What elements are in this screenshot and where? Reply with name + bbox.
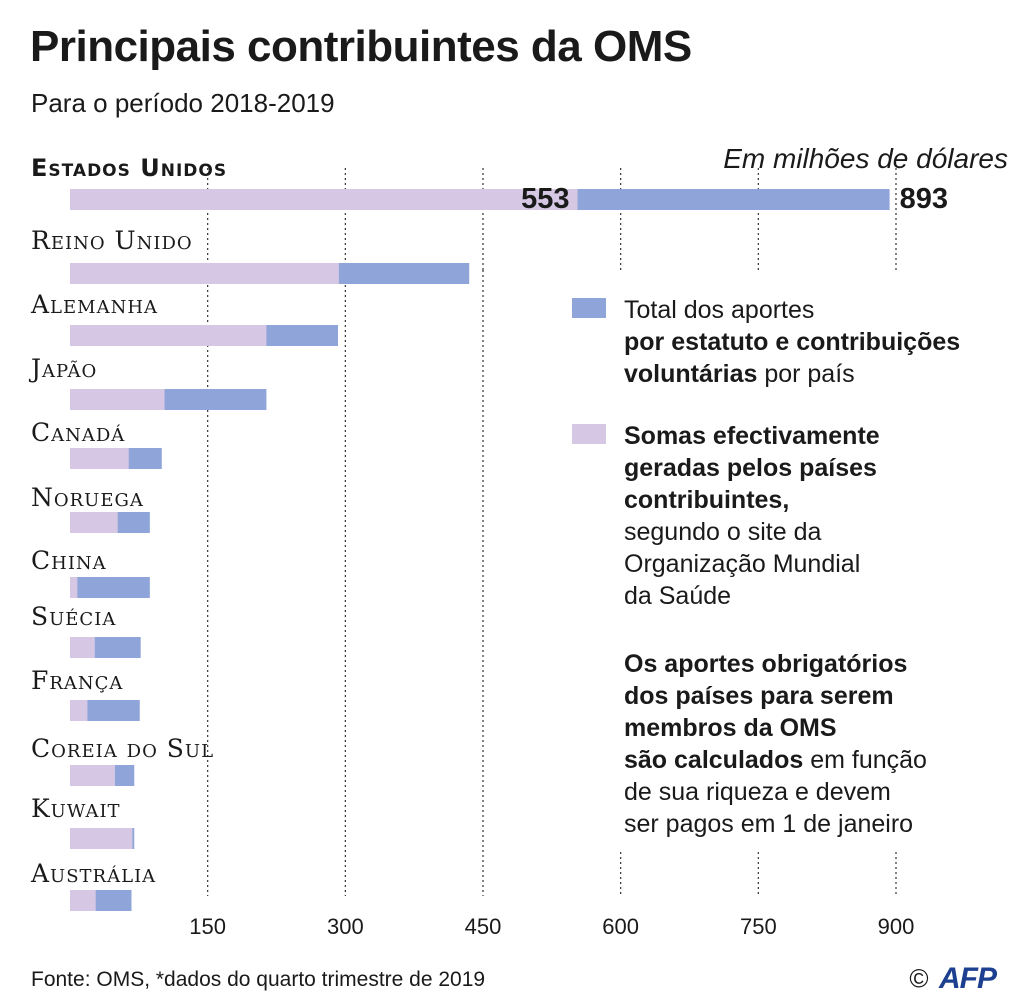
x-tick-label: 600 [602, 914, 639, 939]
unit-label: Em milhões de dólares [723, 143, 1008, 174]
credit: © AFP [909, 962, 997, 996]
x-tick-label: 150 [189, 914, 226, 939]
legend-effective-line1: Somas efectivamente [624, 422, 880, 450]
x-tick-label: 300 [327, 914, 364, 939]
note-line1: Os aportes obrigatórios [624, 650, 908, 678]
x-tick-label: 900 [878, 914, 915, 939]
bar-effective [70, 637, 95, 658]
value-label-effective: 553 [521, 183, 569, 215]
bars [70, 189, 890, 911]
category-label: Alemanha [30, 290, 158, 319]
x-axis-ticks: 150 300 450 600 750 900 [189, 914, 914, 939]
note-line4-bold: são calculados [624, 746, 804, 774]
legend-swatch-effective [572, 424, 606, 444]
chart-title: Principais contribuintes da OMS [30, 22, 692, 71]
legend-total-line3: voluntárias por país [624, 358, 1012, 390]
legend-effective-line5: Organização Mundial [624, 550, 861, 578]
note-line3: membros da OMS [624, 714, 837, 742]
grid-lines [207, 168, 897, 896]
note-line5: de sua riqueza e devem [624, 778, 891, 806]
value-labels: 553 893 [521, 183, 948, 215]
x-tick-label: 750 [740, 914, 777, 939]
category-label: Canadá [31, 418, 125, 447]
bar-effective [70, 765, 115, 786]
category-label: Austrália [30, 859, 156, 888]
legend-total-line1: Total dos aportes [624, 296, 815, 324]
category-label: Reino Unido [31, 226, 193, 255]
bar-effective [70, 189, 578, 210]
legend-effective-line6: da Saúde [624, 582, 732, 610]
legend-item-effective: Somas efectivamente geradas pelos países… [572, 420, 1012, 612]
note-line6: ser pagos em 1 de janeiro [624, 810, 914, 838]
legend-item-total: Total dos aportes por estatuto e contrib… [572, 294, 1012, 390]
category-label: Japão [28, 354, 97, 383]
bar-effective [70, 325, 267, 346]
note-line4: são calculados em função [624, 744, 1014, 776]
note-line2: dos países para serem [624, 682, 894, 710]
x-tick-label: 450 [465, 914, 502, 939]
note-line4-rest: em função [803, 746, 927, 774]
legend-effective-line2: geradas pelos países [624, 454, 877, 482]
category-label: Suécia [31, 602, 116, 631]
category-label: Kuwait [31, 794, 121, 823]
bar-effective [70, 512, 118, 533]
legend-effective-line3: contribuintes, [624, 486, 790, 514]
bar-effective [70, 828, 133, 849]
source-note: Fonte: OMS, *dados do quarto trimestre d… [31, 968, 486, 991]
legend: Total dos aportes por estatuto e contrib… [572, 294, 1012, 612]
afp-logo: AFP [939, 962, 997, 995]
note-text: Os aportes obrigatórios dos países para … [624, 648, 1014, 840]
bar-total [70, 577, 150, 598]
category-label: China [31, 546, 107, 575]
legend-total-line3-bold: voluntárias [624, 360, 758, 388]
category-label: França [31, 666, 123, 695]
legend-swatch-total [572, 298, 606, 318]
bar-effective [70, 577, 78, 598]
value-label-total: 893 [900, 183, 948, 215]
copyright-symbol: © [909, 963, 929, 994]
category-labels: Estados Unidos Reino Unido Alemanha Japão Ca… [28, 154, 227, 888]
category-label: Coreia do Sul [31, 734, 214, 763]
legend-total-line3-rest: por país [757, 360, 855, 388]
legend-total-line2: por estatuto e contribuições [624, 328, 961, 356]
bar-effective [70, 448, 129, 469]
bar-effective [70, 890, 96, 911]
category-label: Estados Unidos [31, 154, 227, 182]
chart-subtitle: Para o período 2018-2019 [31, 88, 335, 118]
bar-effective [70, 389, 165, 410]
bar-effective [70, 700, 88, 721]
legend-effective-line4: segundo o site da [624, 518, 822, 546]
category-label: Noruega [31, 483, 144, 512]
bar-effective [70, 263, 339, 284]
